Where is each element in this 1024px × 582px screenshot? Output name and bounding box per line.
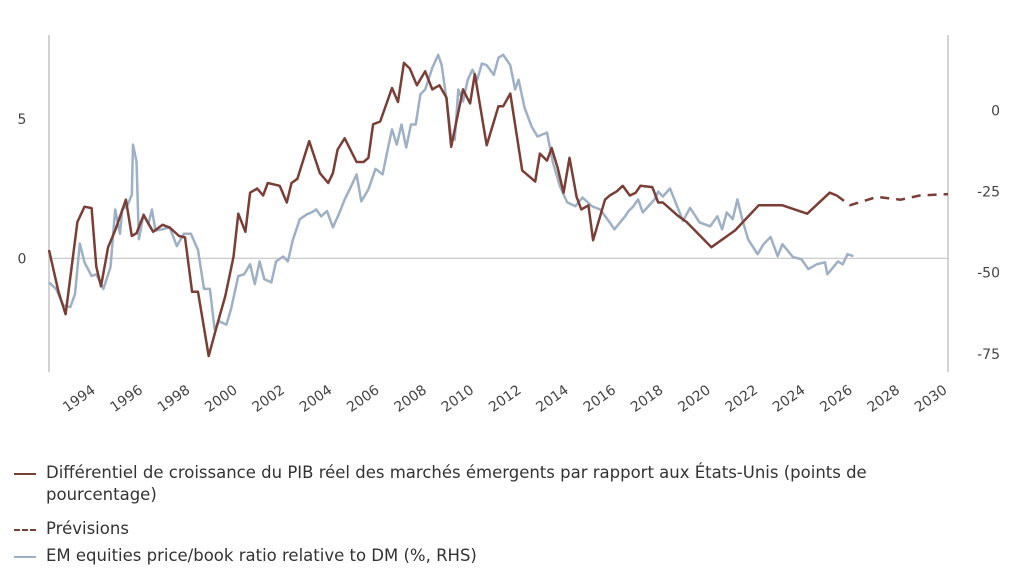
right-y-tick-label: 0 — [991, 104, 1000, 120]
x-tick-label: 1994 — [60, 382, 98, 416]
x-tick-label: 2000 — [202, 382, 240, 416]
x-tick-label: 2008 — [391, 382, 429, 416]
right-y-tick-label: -25 — [977, 185, 1000, 201]
legend-label-equities: EM equities price/book ratio relative to… — [46, 546, 477, 565]
x-tick-label: 2006 — [344, 382, 382, 416]
legend-gdp-line2: pourcentage) — [46, 485, 157, 504]
legend-item-gdp: Différentiel de croissance du PIB réel d… — [14, 462, 1004, 506]
legend-item-equities: EM equities price/book ratio relative to… — [14, 545, 1004, 567]
x-tick-label: 2012 — [486, 382, 524, 416]
x-tick-label: 2010 — [439, 382, 477, 416]
x-tick-label: 1996 — [108, 382, 146, 416]
legend-label-forecast: Prévisions — [46, 519, 129, 538]
x-tick-label: 2016 — [581, 382, 619, 416]
left-y-tick-label: 0 — [18, 251, 27, 267]
legend-label-gdp: Différentiel de croissance du PIB réel d… — [46, 462, 867, 506]
legend-swatch-forecast — [14, 529, 36, 531]
x-tick-label: 2026 — [817, 382, 855, 416]
x-tick-label: 2030 — [912, 382, 950, 416]
series-line-em-equities-pb — [48, 53, 854, 331]
x-tick-label: 1998 — [155, 382, 193, 416]
legend-gdp-line1: Différentiel de croissance du PIB réel d… — [46, 463, 867, 482]
x-tick-label: 2014 — [533, 382, 571, 416]
legend-swatch-equities — [14, 556, 36, 558]
legend-item-forecast: Prévisions — [14, 518, 1004, 540]
x-tick-label: 2002 — [250, 382, 288, 416]
x-tick-label: 2024 — [770, 382, 808, 416]
series-line-gdp-differential — [47, 61, 838, 358]
series-line-forecast — [836, 192, 949, 207]
x-tick-label: 2018 — [628, 382, 666, 416]
x-tick-label: 2022 — [723, 382, 761, 416]
right-y-tick-label: -50 — [977, 266, 1000, 282]
x-tick-label: 2028 — [865, 382, 903, 416]
x-tick-label: 2020 — [675, 382, 713, 416]
left-y-tick-label: 5 — [18, 112, 27, 128]
x-tick-label: 2004 — [297, 382, 335, 416]
right-y-tick-label: -75 — [977, 347, 1000, 363]
legend-swatch-gdp — [14, 473, 36, 475]
